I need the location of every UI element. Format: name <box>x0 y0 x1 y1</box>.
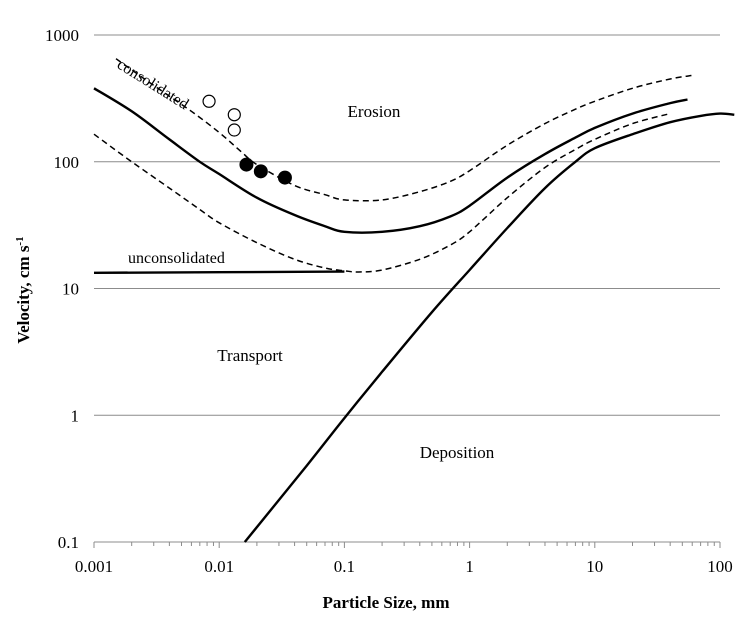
x-minor-ticks <box>93 542 721 548</box>
series-line <box>93 112 671 273</box>
x-tick-label: 0.01 <box>204 557 234 576</box>
y-tick-label: 1000 <box>45 26 79 45</box>
y-tick-label: 1 <box>71 406 80 425</box>
x-tick-label: 0.1 <box>334 557 355 576</box>
filled-point <box>277 170 292 185</box>
y-tick-label: 100 <box>54 153 80 172</box>
data-points <box>202 94 292 185</box>
filled-point <box>253 164 268 179</box>
y-axis-title-main: Velocity, cm s <box>14 245 33 343</box>
open-point <box>202 94 216 108</box>
transport-label: Transport <box>217 346 283 365</box>
x-tick-labels: 0.001 0.01 0.1 1 10 100 <box>75 557 733 576</box>
x-tick-label: 10 <box>586 557 603 576</box>
filled-point <box>239 157 254 172</box>
x-tick-label: 100 <box>707 557 733 576</box>
erosion-label: Erosion <box>348 102 401 121</box>
deposition-label: Deposition <box>420 443 495 462</box>
curves <box>93 58 735 543</box>
y-tick-label: 0.1 <box>58 533 79 552</box>
y-tick-labels: 0.1 1 10 100 1000 <box>45 26 79 552</box>
y-axis-title-sup: -1 <box>14 236 26 245</box>
x-tick-label: 1 <box>465 557 474 576</box>
consolidated-label: consolidated <box>114 56 192 113</box>
x-axis-title: Particle Size, mm <box>323 593 450 612</box>
open-point <box>227 108 241 122</box>
series-line <box>115 58 693 202</box>
y-axis-title: Velocity, cm s-1 <box>14 236 33 343</box>
gridlines <box>94 34 720 416</box>
series-line <box>93 87 688 234</box>
series-line <box>243 112 735 543</box>
y-tick-label: 10 <box>62 280 79 299</box>
x-tick-label: 0.001 <box>75 557 113 576</box>
unconsolidated-label: unconsolidated <box>128 250 225 267</box>
series-line <box>93 270 345 274</box>
open-point <box>227 123 241 137</box>
